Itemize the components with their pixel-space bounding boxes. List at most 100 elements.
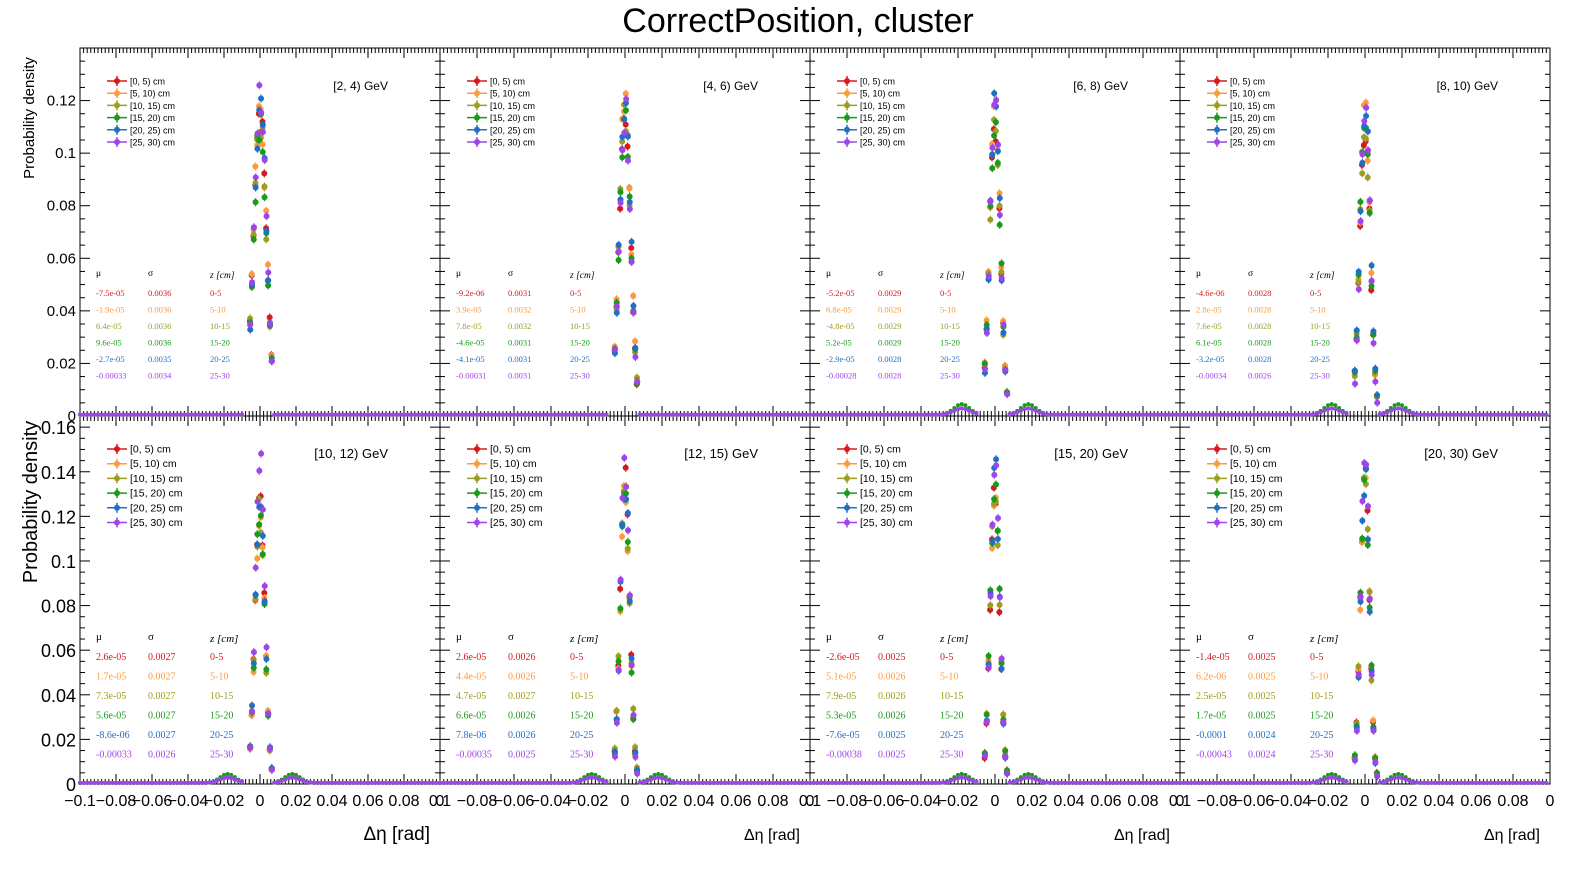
data-point bbox=[308, 412, 313, 417]
data-point bbox=[319, 412, 324, 417]
data-point bbox=[900, 412, 905, 417]
data-point bbox=[1122, 412, 1127, 417]
data-point bbox=[856, 412, 861, 417]
data-point bbox=[486, 412, 491, 417]
data-point bbox=[1192, 412, 1197, 417]
data-point bbox=[110, 412, 115, 417]
data-point bbox=[996, 221, 1003, 228]
data-point bbox=[373, 412, 378, 417]
data-point bbox=[1322, 408, 1327, 413]
data-point bbox=[200, 412, 205, 417]
data-point bbox=[852, 412, 857, 417]
data-point bbox=[1015, 410, 1020, 415]
data-point bbox=[294, 412, 298, 417]
data-point bbox=[778, 412, 783, 417]
data-point bbox=[985, 273, 992, 280]
data-point bbox=[99, 412, 104, 417]
data-point bbox=[632, 338, 639, 345]
data-point bbox=[1096, 412, 1101, 417]
data-point bbox=[571, 412, 576, 417]
data-point bbox=[919, 412, 923, 417]
data-point bbox=[1311, 412, 1316, 417]
data-point bbox=[523, 412, 528, 417]
data-point bbox=[674, 412, 679, 417]
data-point bbox=[103, 412, 108, 417]
data-point bbox=[211, 412, 216, 417]
data-point bbox=[96, 412, 100, 417]
data-point bbox=[1536, 412, 1541, 417]
data-point bbox=[711, 412, 716, 417]
data-point bbox=[1248, 412, 1253, 417]
data-point bbox=[344, 412, 349, 417]
data-point bbox=[574, 412, 579, 417]
data-point bbox=[146, 412, 151, 417]
data-point bbox=[1357, 198, 1364, 205]
data-point bbox=[645, 412, 650, 417]
data-point bbox=[258, 95, 265, 102]
data-point bbox=[1355, 286, 1362, 293]
data-point bbox=[366, 412, 370, 417]
data-point bbox=[1022, 407, 1027, 412]
data-point bbox=[405, 412, 410, 417]
data-point bbox=[1352, 380, 1359, 387]
data-point bbox=[1372, 365, 1379, 372]
data-point bbox=[471, 412, 476, 417]
data-point bbox=[1252, 412, 1256, 417]
data-point bbox=[515, 412, 520, 417]
data-point bbox=[959, 406, 964, 411]
data-point bbox=[1362, 135, 1369, 142]
data-point bbox=[1451, 412, 1456, 417]
data-point bbox=[441, 412, 446, 417]
data-point bbox=[249, 279, 256, 286]
data-point bbox=[1000, 329, 1007, 336]
data-point bbox=[135, 412, 140, 417]
data-point bbox=[726, 412, 731, 417]
data-point bbox=[1026, 402, 1031, 407]
data-point bbox=[1366, 209, 1373, 216]
data-point bbox=[1326, 403, 1330, 408]
data-point bbox=[214, 412, 219, 417]
data-point bbox=[1081, 412, 1086, 417]
data-point bbox=[637, 412, 642, 417]
data-point bbox=[1277, 412, 1282, 417]
data-point bbox=[1085, 412, 1090, 417]
data-point bbox=[1377, 412, 1382, 417]
data-point bbox=[1030, 407, 1034, 412]
data-point bbox=[1333, 403, 1338, 408]
data-point bbox=[983, 329, 990, 336]
data-point bbox=[811, 412, 816, 417]
data-point bbox=[416, 412, 421, 417]
data-point bbox=[204, 412, 208, 417]
data-point bbox=[634, 378, 641, 385]
data-point bbox=[1396, 402, 1401, 407]
data-point bbox=[893, 412, 898, 417]
data-point bbox=[1363, 104, 1370, 111]
data-point bbox=[998, 275, 1005, 282]
data-point bbox=[996, 202, 1003, 209]
data-point bbox=[1444, 412, 1449, 417]
data-point bbox=[785, 412, 790, 417]
data-point bbox=[641, 412, 646, 417]
data-point bbox=[252, 184, 259, 191]
data-point bbox=[1492, 412, 1497, 417]
data-point bbox=[915, 412, 920, 417]
data-point bbox=[394, 412, 399, 417]
data-point bbox=[1540, 412, 1545, 417]
data-point bbox=[240, 412, 244, 417]
data-point bbox=[619, 138, 626, 145]
data-point bbox=[1470, 412, 1475, 417]
data-point bbox=[1281, 412, 1286, 417]
data-point bbox=[263, 213, 270, 220]
data-point bbox=[1166, 412, 1171, 417]
data-point bbox=[1361, 117, 1368, 124]
data-point bbox=[941, 412, 946, 417]
data-point bbox=[830, 412, 835, 417]
data-point bbox=[497, 412, 502, 417]
data-point bbox=[944, 411, 949, 416]
data-point bbox=[348, 412, 352, 417]
data-point bbox=[263, 207, 270, 214]
data-point bbox=[258, 109, 265, 116]
data-point bbox=[326, 412, 331, 417]
data-point bbox=[730, 412, 735, 417]
data-point bbox=[1381, 411, 1386, 416]
